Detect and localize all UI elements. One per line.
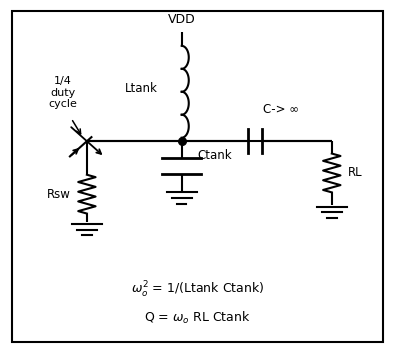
Text: Ctank: Ctank — [198, 149, 232, 162]
Text: C-> ∞: C-> ∞ — [263, 103, 299, 116]
Text: $\omega_o^2$ = 1/(Ltank Ctank): $\omega_o^2$ = 1/(Ltank Ctank) — [131, 280, 264, 299]
Text: Rsw: Rsw — [47, 188, 71, 201]
Text: Q = $\omega_o$ RL Ctank: Q = $\omega_o$ RL Ctank — [144, 310, 251, 326]
FancyBboxPatch shape — [12, 11, 383, 342]
Text: RL: RL — [348, 167, 362, 179]
Text: VDD: VDD — [168, 13, 196, 26]
Text: Ltank: Ltank — [125, 82, 158, 95]
Text: 1/4
duty
cycle: 1/4 duty cycle — [49, 76, 78, 109]
